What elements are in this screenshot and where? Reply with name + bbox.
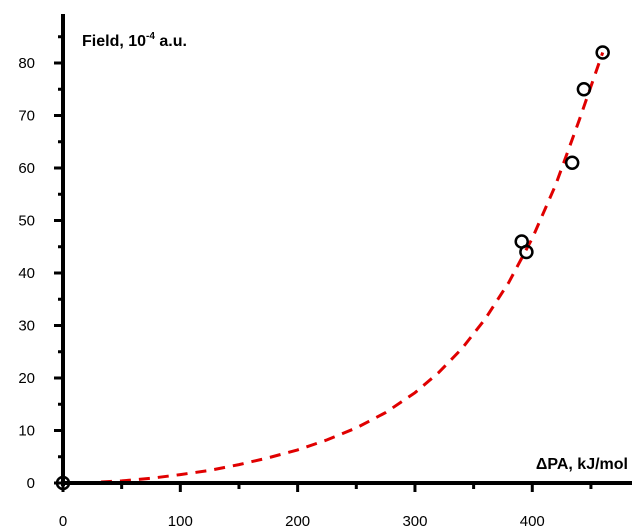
x-tick-label: 200 xyxy=(285,513,310,528)
y-tick-label: 80 xyxy=(18,55,35,72)
x-tick-label: 0 xyxy=(59,513,67,528)
data-point xyxy=(564,155,580,170)
y-tick-label: 10 xyxy=(18,423,35,440)
y-tick-label: 0 xyxy=(27,475,35,492)
data-point xyxy=(595,45,610,60)
x-tick-label: 100 xyxy=(168,513,193,528)
x-tick-label: 300 xyxy=(402,513,427,528)
data-point xyxy=(519,244,534,260)
data-point xyxy=(55,475,71,491)
y-tick-label: 70 xyxy=(18,108,35,125)
data-point xyxy=(576,82,592,97)
data-points xyxy=(55,45,610,491)
tick-labels: 0 10 20 30 40 50 60 70 80 0 100 200 300 400 xyxy=(18,55,544,528)
y-tick-label: 30 xyxy=(18,318,35,335)
y-tick-label: 60 xyxy=(18,160,35,177)
y-tick-label: 50 xyxy=(18,213,35,230)
x-tick-label: 400 xyxy=(520,513,545,528)
fit-curve-layer xyxy=(62,52,605,485)
fit-curve xyxy=(62,52,605,485)
x-axis-title: ΔPA, kJ/mol xyxy=(536,456,628,473)
y-axis-title: Field, 10-4 a.u. xyxy=(82,31,187,50)
y-tick-label: 20 xyxy=(18,370,35,387)
y-tick-label: 40 xyxy=(18,265,35,282)
axes xyxy=(54,14,632,492)
